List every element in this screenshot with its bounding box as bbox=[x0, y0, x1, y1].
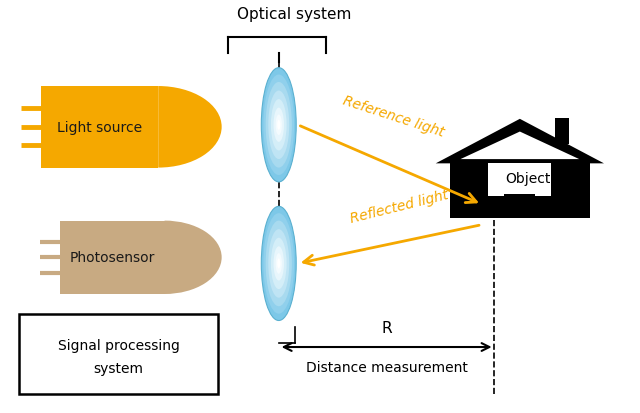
Ellipse shape bbox=[268, 91, 289, 160]
Ellipse shape bbox=[273, 108, 284, 142]
Text: Optical system: Optical system bbox=[237, 7, 352, 22]
Ellipse shape bbox=[264, 214, 294, 314]
Bar bbox=[504, 194, 535, 219]
Text: system: system bbox=[93, 362, 143, 375]
Ellipse shape bbox=[266, 221, 292, 306]
Ellipse shape bbox=[264, 75, 294, 176]
Ellipse shape bbox=[268, 230, 289, 298]
Ellipse shape bbox=[271, 238, 287, 290]
Text: Signal processing: Signal processing bbox=[58, 338, 179, 352]
Wedge shape bbox=[158, 87, 221, 168]
Ellipse shape bbox=[276, 115, 282, 136]
Ellipse shape bbox=[271, 100, 287, 151]
Text: R: R bbox=[381, 320, 392, 335]
Ellipse shape bbox=[277, 120, 280, 131]
Bar bbox=[450, 164, 590, 219]
Ellipse shape bbox=[261, 69, 296, 183]
Text: Reflected light: Reflected light bbox=[349, 187, 450, 225]
Bar bbox=[19, 315, 218, 394]
Wedge shape bbox=[164, 221, 221, 294]
Text: Reference light: Reference light bbox=[340, 94, 445, 140]
Text: Distance measurement: Distance measurement bbox=[306, 361, 468, 375]
Ellipse shape bbox=[266, 83, 292, 168]
Ellipse shape bbox=[273, 247, 284, 281]
Bar bbox=[60, 221, 164, 294]
Bar bbox=[555, 119, 569, 145]
Polygon shape bbox=[436, 119, 604, 164]
Ellipse shape bbox=[277, 259, 280, 269]
Ellipse shape bbox=[276, 254, 282, 274]
Text: Object: Object bbox=[506, 172, 551, 186]
Text: Photosensor: Photosensor bbox=[70, 251, 155, 265]
Polygon shape bbox=[460, 132, 579, 160]
Bar bbox=[41, 87, 158, 168]
Bar bbox=[488, 164, 552, 197]
Ellipse shape bbox=[261, 207, 296, 321]
Text: Light source: Light source bbox=[57, 121, 142, 135]
